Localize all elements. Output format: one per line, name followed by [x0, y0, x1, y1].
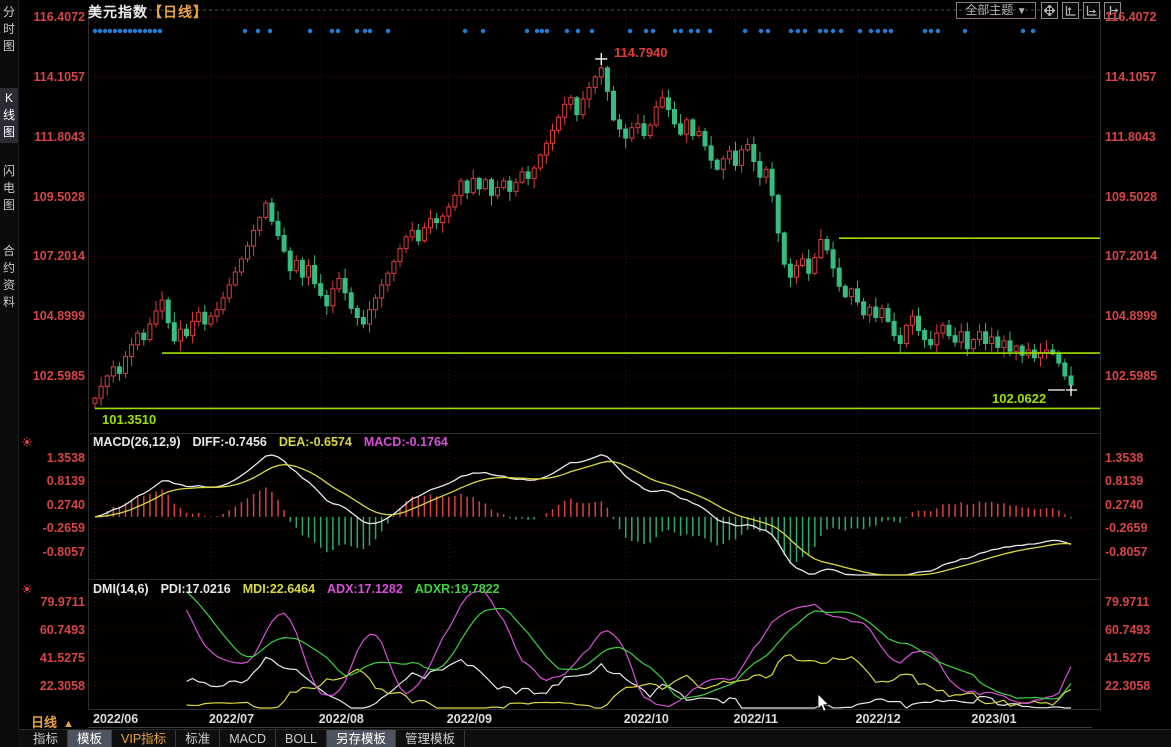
- axis-tick-label: 22.3058: [39, 679, 85, 693]
- dmi-panel-header[interactable]: DMI(14,6) PDI:17.0216 MDI:22.6464 ADX:17.12…: [93, 582, 512, 596]
- axis-tick-label: 79.9711: [40, 595, 86, 609]
- triangle-up-icon: ▲: [63, 718, 74, 730]
- axis-tick-label: -0.2659: [1105, 521, 1148, 536]
- axis-tick-label: 104.8999: [32, 309, 85, 324]
- axis-tick-label: 1.3538: [46, 450, 85, 465]
- axis-tick-label: 104.8999: [1105, 309, 1158, 324]
- tab-manage-templates[interactable]: 管理模板: [396, 730, 466, 747]
- axis-tick-label: -0.8057: [42, 544, 85, 559]
- axis-tick-label: -0.2659: [42, 521, 85, 536]
- y-axis-scale-button[interactable]: [1062, 2, 1079, 19]
- tab-standard[interactable]: 标准: [176, 730, 221, 747]
- high-price-annotation: 114.7940: [614, 45, 668, 60]
- sidebar-item-contract-info[interactable]: 合约资料: [2, 244, 15, 309]
- sidebar-item-kline-chart[interactable]: K线图: [0, 88, 18, 143]
- axis-tick-label: 0.2740: [1105, 497, 1144, 512]
- start-low-annotation: 101.3510: [102, 412, 157, 427]
- chart-toolbar: [1041, 2, 1121, 19]
- axis-tick-label: 60.7493: [1105, 623, 1151, 637]
- tab-save-template[interactable]: 另存模板: [326, 730, 396, 747]
- pop-out-button[interactable]: [1104, 2, 1121, 19]
- chart-title: 美元指数【日线】: [88, 2, 208, 22]
- macd-macd-value: MACD:-0.1764: [363, 435, 448, 449]
- axis-tick-label: 79.9711: [1105, 595, 1150, 609]
- axis-tick-label: 107.2014: [32, 249, 85, 264]
- symbol-name: 美元指数: [88, 4, 148, 20]
- period-selector-label: 日线: [31, 715, 58, 730]
- sidebar-item-timeshare-chart[interactable]: 分时图: [2, 5, 15, 53]
- y-axis-scale-icon: [1065, 6, 1076, 16]
- macd-dea-value: DEA:-0.6574: [278, 435, 352, 449]
- period-selector[interactable]: 日线 ▲: [31, 712, 74, 731]
- theme-dropdown-label: 全部主题: [965, 3, 1014, 17]
- axis-tick-label: 107.2014: [1105, 249, 1158, 264]
- axis-tick-label: 2022/10: [623, 712, 669, 726]
- axis-tick-label: 114.1057: [33, 69, 85, 84]
- x-axis-scale-icon: [1086, 6, 1097, 16]
- axis-tick-label: 2022/12: [855, 712, 901, 726]
- period-tag: 【日线】: [148, 4, 208, 20]
- axis-tick-label: 41.5275: [39, 651, 85, 665]
- axis-tick-label: 0.8139: [46, 474, 85, 489]
- tab-indicators[interactable]: 指标: [24, 730, 69, 747]
- axis-tick-label: 116.4072: [1105, 10, 1157, 24]
- axis-tick-label: 2022/09: [446, 712, 492, 726]
- axis-tick-label: 116.4072: [33, 10, 85, 24]
- axis-tick-label: 111.8043: [1105, 129, 1156, 144]
- dmi-adx-value: ADX:17.1282: [327, 582, 403, 596]
- axis-tick-label: 102.5985: [1105, 369, 1158, 384]
- pan-crosshair-button[interactable]: [1041, 2, 1058, 19]
- dmi-adxr-value: ADXR:19.7822: [414, 582, 500, 596]
- last-low-annotation: 102.0622: [992, 391, 1047, 406]
- dmi-mdi-value: MDI:22.6464: [242, 582, 316, 596]
- dmi-title: DMI(14,6): [93, 582, 149, 596]
- axis-tick-label: 114.1057: [1105, 69, 1157, 84]
- tab-macd[interactable]: MACD: [220, 730, 277, 747]
- axis-tick-label: 2023/01: [971, 712, 1017, 726]
- chevron-down-icon: ▼: [1016, 6, 1027, 17]
- axis-tick-label: 22.3058: [1105, 679, 1151, 693]
- axis-tick-label: 60.7493: [39, 623, 85, 637]
- indicator-tab-bar: 指标 模板 VIP指标 标准 MACD BOLL 另存模板 管理模板: [18, 729, 1171, 747]
- x-axis-scale-button[interactable]: [1083, 2, 1100, 19]
- tab-vip-indicators[interactable]: VIP指标: [112, 730, 177, 747]
- macd-title: MACD(26,12,9): [93, 435, 181, 449]
- pan-crosshair-icon: [1044, 5, 1055, 16]
- axis-tick-label: 1.3538: [1105, 450, 1144, 465]
- axis-tick-label: 102.5985: [32, 369, 85, 384]
- tab-templates[interactable]: 模板: [68, 730, 113, 747]
- axis-tick-label: 0.2740: [46, 497, 85, 512]
- axis-tick-label: 2022/08: [318, 712, 364, 726]
- axis-tick-label: 109.5028: [32, 189, 85, 204]
- tab-boll[interactable]: BOLL: [276, 730, 327, 747]
- dmi-pdi-value: PDI:17.0216: [160, 582, 231, 596]
- macd-diff-value: DIFF:-0.7456: [192, 435, 267, 449]
- pop-out-icon: [1109, 6, 1118, 15]
- axis-tick-label: 2022/06: [93, 712, 139, 726]
- left-sidebar: 分时图 K线图 闪电图 合约资料: [0, 0, 19, 747]
- sidebar-item-flash-chart[interactable]: 闪电图: [2, 164, 15, 212]
- axis-tick-label: -0.8057: [1105, 544, 1148, 559]
- theme-dropdown[interactable]: 全部主题 ▼: [956, 2, 1036, 19]
- axis-tick-label: 2022/11: [733, 712, 779, 726]
- axis-tick-label: 2022/07: [208, 712, 255, 726]
- macd-panel-header[interactable]: MACD(26,12,9) DIFF:-0.7456 DEA:-0.6574 MACD…: [93, 435, 460, 449]
- axis-tick-label: 41.5275: [1105, 651, 1151, 665]
- axis-tick-label: 0.8139: [1105, 474, 1144, 489]
- axis-tick-label: 111.8043: [34, 129, 85, 144]
- axis-tick-label: 109.5028: [1105, 189, 1158, 204]
